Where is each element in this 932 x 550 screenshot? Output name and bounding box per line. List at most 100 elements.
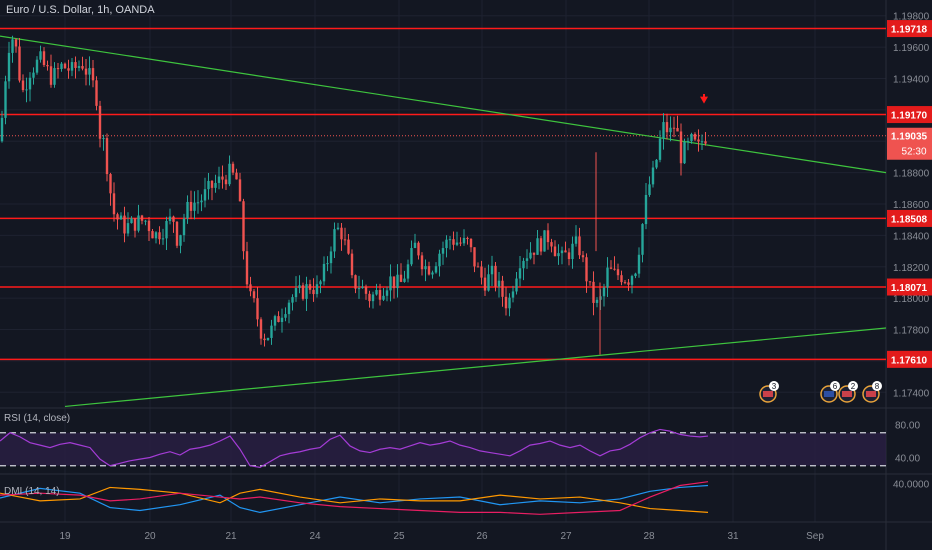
candle-body <box>280 317 284 323</box>
candle-body <box>298 285 301 289</box>
di-minus-line <box>0 486 709 513</box>
candle-body <box>245 251 249 285</box>
y-tick-label: 1.19800 <box>893 12 930 23</box>
candle-body <box>109 174 112 194</box>
chart-title: Euro / U.S. Dollar, 1h, OANDA <box>6 4 155 16</box>
candle-body <box>60 63 63 69</box>
x-tick-label: Sep <box>806 531 824 542</box>
candle-body <box>690 133 693 142</box>
candle-body <box>459 242 462 244</box>
candle-body <box>200 200 203 203</box>
countdown-label: 52:30 <box>901 147 926 158</box>
level-badge-label: 1.17610 <box>891 355 928 366</box>
candle-body <box>616 269 620 276</box>
candle-body <box>375 290 378 295</box>
candle-body <box>193 202 196 211</box>
candle-body <box>165 220 168 239</box>
candle-body <box>417 242 420 256</box>
candle-body <box>259 319 263 339</box>
trendline <box>0 35 887 174</box>
current-price-badge <box>887 127 932 160</box>
x-tick-label: 28 <box>643 531 655 542</box>
candle-body <box>354 275 357 289</box>
level-badge <box>887 106 932 124</box>
candle-body <box>385 290 389 296</box>
level-badge <box>887 350 932 368</box>
candle-body <box>410 248 413 265</box>
y-tick-label: 1.18200 <box>893 263 930 274</box>
x-tick-label: 19 <box>59 531 71 542</box>
candle-body <box>448 239 452 241</box>
candle-body <box>333 229 336 252</box>
rsi-tick-label: 80.00 <box>895 421 920 432</box>
candle-body <box>364 286 368 294</box>
candle-body <box>469 238 473 248</box>
candle-body <box>116 214 119 220</box>
candle-body <box>238 179 242 202</box>
level-badge-label: 1.18071 <box>891 283 928 294</box>
x-tick-label: 25 <box>393 531 405 542</box>
candle-body <box>588 281 592 283</box>
candle-body <box>700 141 704 143</box>
candle-body <box>158 232 161 240</box>
candle-body <box>627 282 630 285</box>
trendline <box>64 327 887 408</box>
candle-body <box>326 263 329 265</box>
candle-body <box>567 252 571 260</box>
candle-body <box>543 230 546 252</box>
candle-body <box>525 258 529 261</box>
candle-body <box>592 281 595 303</box>
candle-body <box>655 159 658 168</box>
candle-body <box>77 66 81 68</box>
candle-body <box>130 218 133 224</box>
candle-body <box>361 286 364 289</box>
candle-body <box>147 220 151 232</box>
candle-body <box>312 289 315 295</box>
us-flag-icon <box>866 391 876 397</box>
candle-body <box>186 201 189 219</box>
candle-body <box>88 68 91 75</box>
candle-body <box>445 239 448 249</box>
candle-body <box>161 238 165 240</box>
candle-body <box>189 201 193 211</box>
candle-body <box>452 239 455 245</box>
current-price-label: 1.19035 <box>891 132 928 143</box>
candle-body <box>651 167 655 185</box>
candle-body <box>119 215 123 220</box>
candle-body <box>662 122 665 139</box>
event-count-badge <box>848 381 858 391</box>
di-plus-line <box>0 484 709 514</box>
candle-body <box>672 127 676 129</box>
candle-body <box>273 316 277 326</box>
candle-body <box>515 278 518 292</box>
candle-body <box>483 277 487 291</box>
candle-body <box>287 302 291 315</box>
candle-body <box>329 251 333 264</box>
candle-body <box>350 253 354 276</box>
candle-body <box>322 263 326 282</box>
candle-body <box>630 276 634 285</box>
candle-body <box>553 246 557 257</box>
candle-body <box>368 293 371 302</box>
candle-body <box>613 268 616 270</box>
candle-body <box>508 297 511 309</box>
candle-body <box>382 295 385 300</box>
candle-body <box>123 215 126 234</box>
dmi-tick-label: 40.0000 <box>893 480 930 491</box>
candle-body <box>151 231 154 239</box>
candle-body <box>389 276 392 291</box>
candle-body <box>420 255 424 270</box>
event-count: 8 <box>875 382 880 391</box>
candle-body <box>658 138 662 160</box>
candle-body <box>126 223 130 234</box>
event-count: 2 <box>851 382 856 391</box>
candle-body <box>53 68 56 85</box>
candle-body <box>70 62 74 71</box>
candle-body <box>95 80 98 106</box>
candle-body <box>497 280 501 287</box>
x-tick-label: 20 <box>144 531 156 542</box>
candle-body <box>266 337 270 341</box>
candle-body <box>308 284 312 290</box>
candle-body <box>357 288 361 290</box>
